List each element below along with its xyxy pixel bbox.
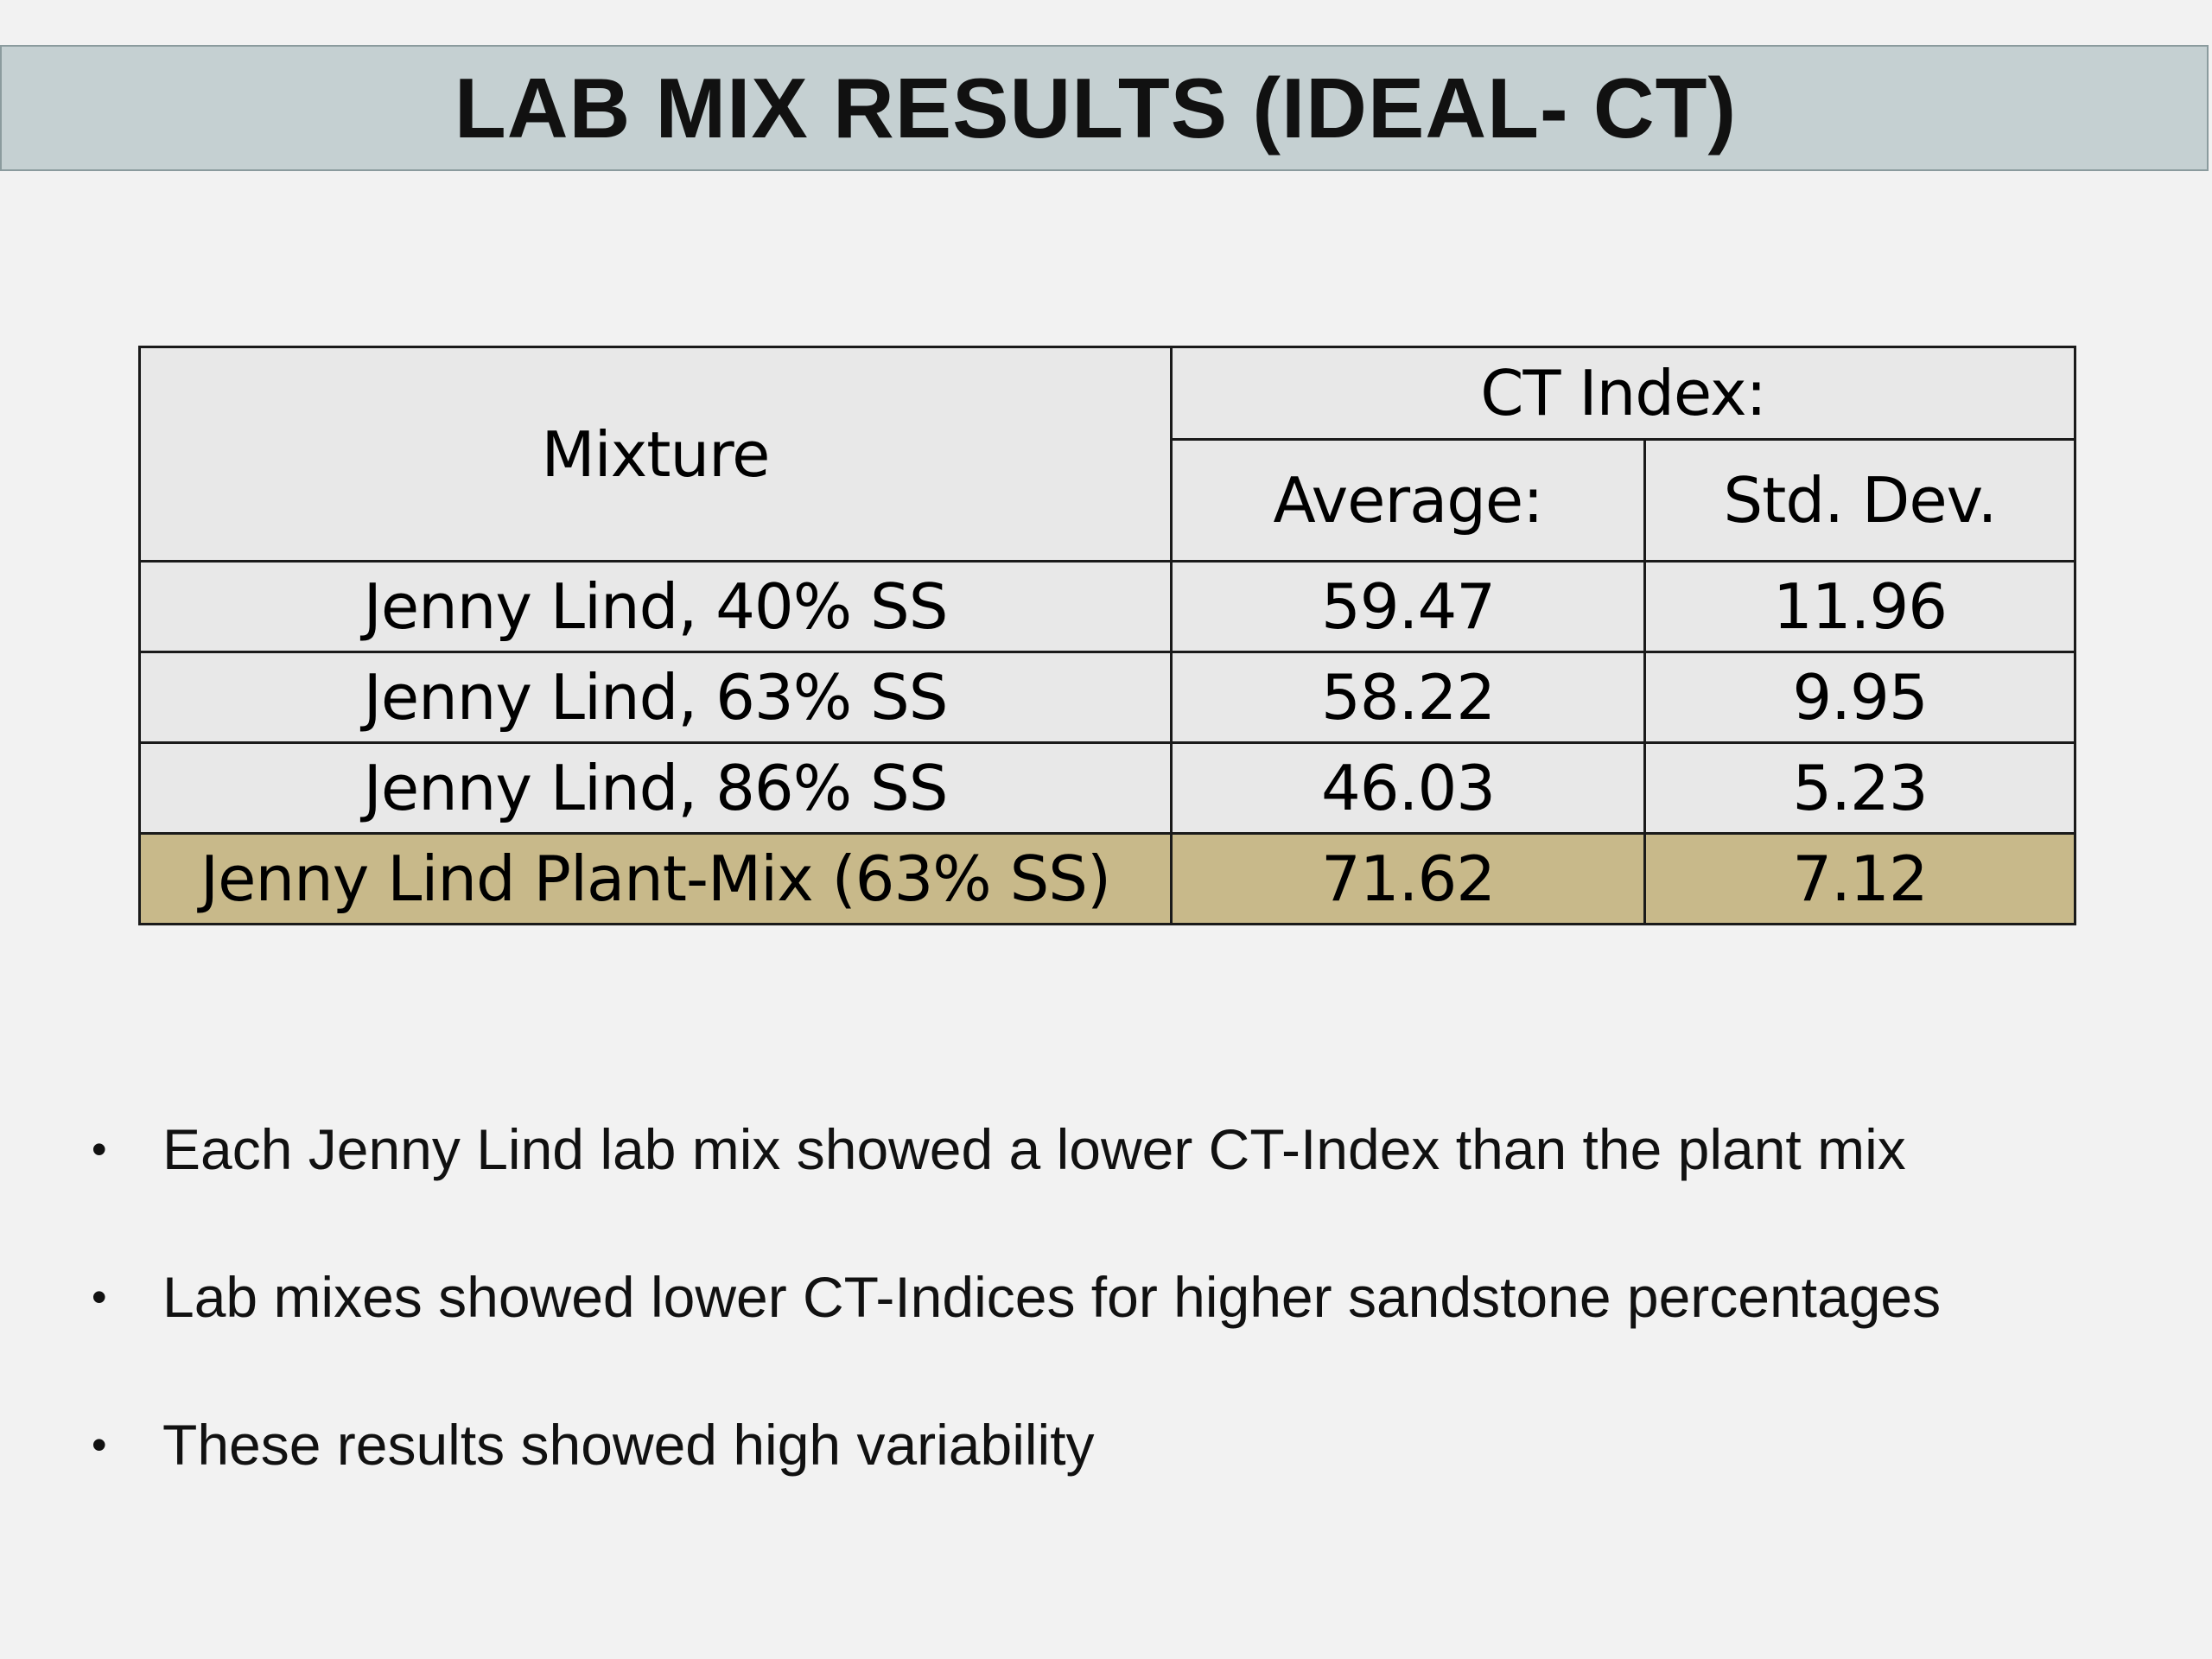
table-subheader-row: Average: Std. Dev. [140, 438, 2077, 563]
title-bar: LAB MIX RESULTS (IDEAL- CT) [0, 45, 2209, 171]
cell-std-dev: 7.12 [1643, 832, 2077, 925]
slide-title: LAB MIX RESULTS (IDEAL- CT) [454, 60, 1738, 156]
bullet-text: These results showed high variability [162, 1413, 1095, 1477]
bullet-dot: • [92, 1421, 107, 1469]
bullet-dot: • [92, 1273, 107, 1321]
bullet-text: Lab mixes showed lower CT-Indices for hi… [162, 1265, 1942, 1329]
cell-mixture: Jenny Lind, 63% SS [138, 651, 1173, 744]
bullet-item: • Lab mixes showed lower CT-Indices for … [86, 1254, 1941, 1402]
cell-std-dev: 11.96 [1643, 560, 2077, 653]
results-table: Mixture CT Index: Average: Std. Dev. Jen… [138, 346, 2077, 925]
table-row: Jenny Lind, 86% SS 46.03 5.23 [138, 741, 2077, 835]
table-header-row: Mixture CT Index: [138, 346, 2077, 563]
cell-mixture: Jenny Lind, 40% SS [138, 560, 1173, 653]
cell-mixture: Jenny Lind, 86% SS [138, 741, 1173, 835]
cell-average: 59.47 [1170, 560, 1646, 653]
bullet-list: • Each Jenny Lind lab mix showed a lower… [86, 1106, 1941, 1549]
table-row-highlighted: Jenny Lind Plant-Mix (63% SS) 71.62 7.12 [138, 832, 2077, 925]
cell-average: 46.03 [1170, 741, 1646, 835]
header-mixture: Mixture [138, 346, 1173, 563]
bullet-item: • These results showed high variability [86, 1402, 1941, 1549]
bullet-dot: • [92, 1125, 107, 1173]
bullet-item: • Each Jenny Lind lab mix showed a lower… [86, 1106, 1941, 1254]
cell-average: 58.22 [1170, 651, 1646, 744]
table-row: Jenny Lind, 63% SS 58.22 9.95 [138, 651, 2077, 744]
cell-std-dev: 9.95 [1643, 651, 2077, 744]
bullet-text: Each Jenny Lind lab mix showed a lower C… [162, 1117, 1906, 1181]
cell-average: 71.62 [1170, 832, 1646, 925]
cell-mixture: Jenny Lind Plant-Mix (63% SS) [138, 832, 1173, 925]
header-ct-index: CT Index: [1169, 346, 2077, 441]
cell-std-dev: 5.23 [1643, 741, 2077, 835]
table-row: Jenny Lind, 40% SS 59.47 11.96 [138, 560, 2077, 653]
header-std-dev: Std. Dev. [1643, 438, 2077, 563]
header-average: Average: [1170, 438, 1646, 563]
